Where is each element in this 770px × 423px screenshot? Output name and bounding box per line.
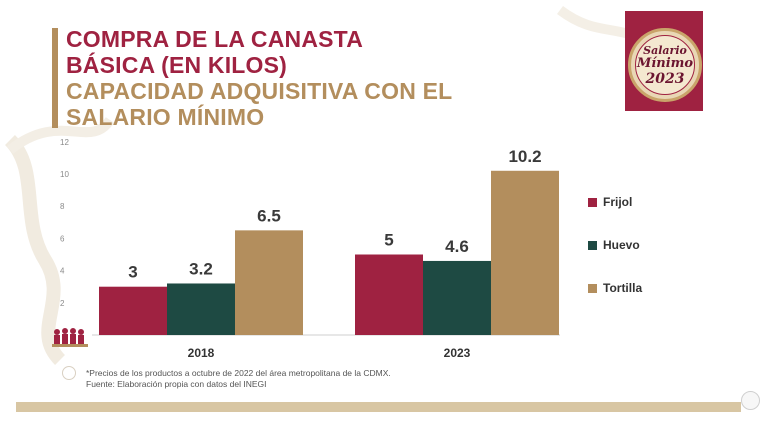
note-line-1: *Precios de los productos a octubre de 2… — [86, 368, 391, 378]
legend-swatch-frijol — [588, 197, 597, 207]
badge-inner-ring — [635, 35, 695, 95]
bar-huevo-2018 — [167, 283, 235, 335]
bar-frijol-2018 — [99, 286, 167, 335]
value-label: 10.2 — [508, 147, 541, 166]
footer-logo-icon — [741, 391, 760, 410]
legend-label-tortilla: Tortilla — [603, 281, 643, 295]
badge-text-1: Salario — [643, 44, 687, 57]
legend-swatch-tortilla — [588, 283, 597, 293]
bar-frijol-2023 — [355, 254, 423, 335]
y-axis-ticks: 2 4 6 8 10 12 — [60, 138, 69, 308]
note-line-2: Fuente: Elaboración propia con datos del… — [86, 379, 267, 389]
chart-notes: *Precios de los productos a octubre de 2… — [86, 368, 391, 390]
value-label: 6.5 — [257, 206, 281, 225]
y-tick-label: 10 — [60, 170, 69, 179]
value-label: 3.2 — [189, 259, 213, 278]
category-label: 2018 — [188, 346, 215, 360]
footer-band — [16, 402, 741, 412]
slide-title: COMPRA DE LA CANASTA BÁSICA (EN KILOS) C… — [66, 26, 452, 130]
y-tick-label: 4 — [60, 267, 65, 276]
bars — [99, 170, 559, 335]
category-labels: 2018 2023 — [188, 346, 471, 360]
title-line-1: COMPRA DE LA CANASTA — [66, 26, 364, 52]
bar-huevo-2023 — [423, 260, 491, 335]
value-labels: 3 3.2 6.5 5 4.6 10.2 — [128, 147, 541, 282]
legend-item-tortilla: Tortilla — [588, 281, 642, 295]
category-label: 2023 — [444, 346, 471, 360]
bar-tortilla-2018 — [235, 230, 303, 335]
seal-icon — [62, 366, 76, 380]
title-line-3: CAPACIDAD ADQUISITIVA CON EL — [66, 78, 453, 104]
bar-tortilla-2023 — [491, 170, 559, 335]
title-accent-bar — [52, 28, 58, 128]
legend-swatch-huevo — [588, 240, 597, 250]
legend-label-frijol: Frijol — [603, 195, 633, 209]
value-label: 5 — [384, 231, 393, 250]
title-line-4: SALARIO MÍNIMO — [66, 104, 265, 130]
legend-item-frijol: Frijol — [588, 195, 632, 209]
y-tick-label: 12 — [60, 138, 69, 147]
value-label: 3 — [128, 263, 137, 282]
y-tick-label: 2 — [60, 299, 65, 308]
badge-text-3: 2023 — [645, 71, 685, 87]
title-line-2: BÁSICA (EN KILOS) — [66, 52, 288, 78]
legend-label-huevo: Huevo — [603, 238, 640, 252]
y-tick-label: 8 — [60, 202, 65, 211]
heroes-logo — [52, 328, 88, 347]
value-label: 4.6 — [445, 237, 469, 256]
badge-text-2: Mínimo — [636, 56, 694, 71]
legend-item-huevo: Huevo — [588, 238, 640, 252]
y-tick-label: 6 — [60, 234, 65, 243]
